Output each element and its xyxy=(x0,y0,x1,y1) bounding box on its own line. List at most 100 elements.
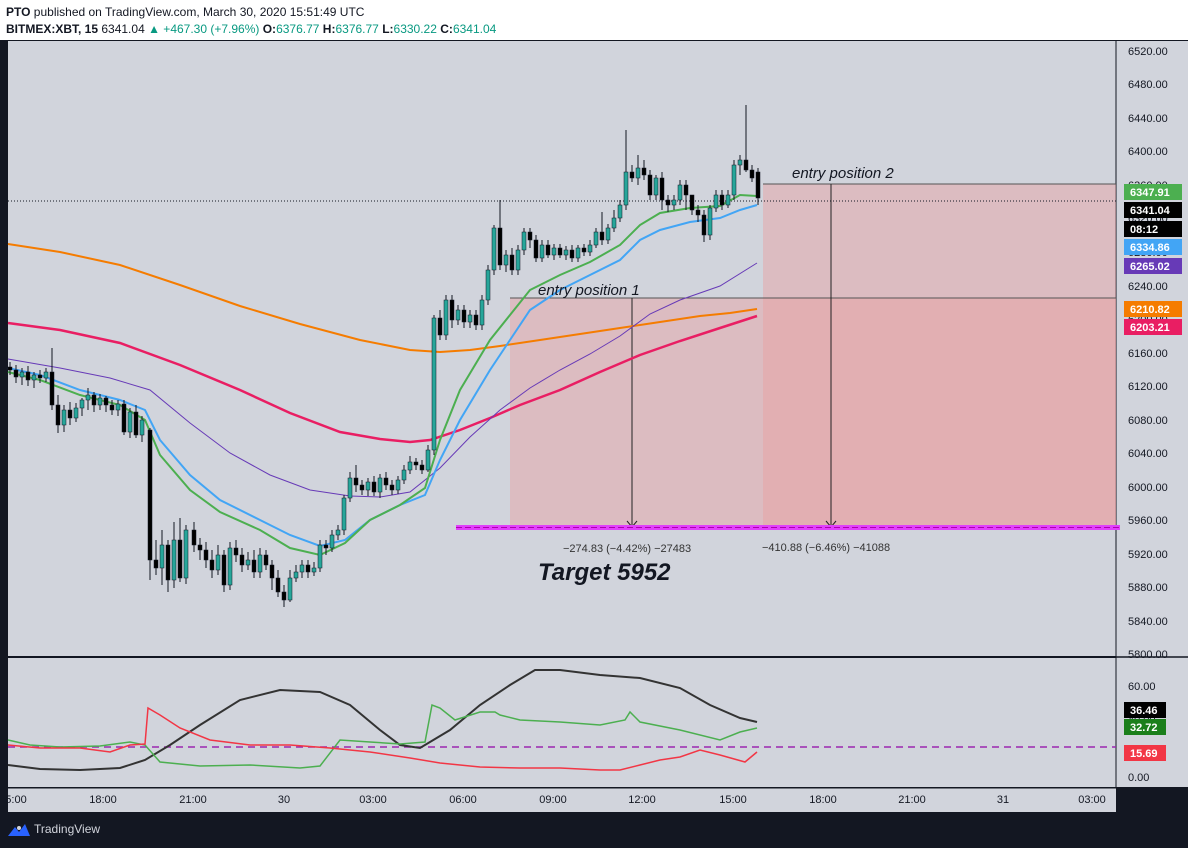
candle[interactable] xyxy=(269,560,275,590)
candle[interactable] xyxy=(605,224,611,244)
candle[interactable] xyxy=(473,310,479,330)
candle[interactable] xyxy=(171,522,177,588)
candle[interactable] xyxy=(419,460,425,474)
candle[interactable] xyxy=(689,194,695,215)
price-scale[interactable] xyxy=(1116,41,1188,787)
candle[interactable] xyxy=(425,445,431,472)
candle[interactable] xyxy=(665,195,671,212)
candle[interactable] xyxy=(287,570,293,602)
candle[interactable] xyxy=(61,405,67,432)
candle[interactable] xyxy=(635,155,641,185)
candle[interactable] xyxy=(73,403,79,422)
candle[interactable] xyxy=(539,240,545,262)
candle[interactable] xyxy=(183,525,189,584)
candle[interactable] xyxy=(233,540,239,562)
candle[interactable] xyxy=(91,392,97,412)
candle[interactable] xyxy=(335,525,341,540)
candle[interactable] xyxy=(67,402,73,425)
candlestick-series[interactable] xyxy=(7,105,761,607)
short-position-2-zone[interactable] xyxy=(763,184,1116,528)
candle[interactable] xyxy=(31,372,37,388)
candle[interactable] xyxy=(209,550,215,578)
candle[interactable] xyxy=(109,400,115,415)
candle[interactable] xyxy=(551,244,557,260)
candle[interactable] xyxy=(383,472,389,490)
candle[interactable] xyxy=(671,195,677,210)
candle[interactable] xyxy=(115,400,121,416)
candle[interactable] xyxy=(251,550,257,578)
candle[interactable] xyxy=(713,190,719,212)
candle[interactable] xyxy=(377,474,383,498)
candle[interactable] xyxy=(239,548,245,572)
ema-red[interactable] xyxy=(7,314,758,444)
ema-purple[interactable] xyxy=(7,262,758,498)
candle[interactable] xyxy=(563,246,569,260)
candle[interactable] xyxy=(515,245,521,275)
candle[interactable] xyxy=(737,155,743,175)
candle[interactable] xyxy=(413,458,419,470)
candle[interactable] xyxy=(329,530,335,552)
candle[interactable] xyxy=(85,388,91,410)
target-line[interactable] xyxy=(456,525,1120,530)
candle[interactable] xyxy=(133,405,139,438)
candle[interactable] xyxy=(581,244,587,256)
ema-blue[interactable] xyxy=(7,204,758,548)
candle[interactable] xyxy=(647,170,653,200)
candle[interactable] xyxy=(725,190,731,208)
candle[interactable] xyxy=(683,180,689,210)
candle[interactable] xyxy=(449,295,455,328)
candle[interactable] xyxy=(227,542,233,590)
candle[interactable] xyxy=(485,265,491,305)
candle[interactable] xyxy=(79,398,85,416)
candle[interactable] xyxy=(49,348,55,410)
candle[interactable] xyxy=(503,250,509,272)
candle[interactable] xyxy=(139,416,145,442)
candle[interactable] xyxy=(25,366,31,386)
candle[interactable] xyxy=(479,295,485,330)
candle[interactable] xyxy=(359,480,365,495)
candle[interactable] xyxy=(437,310,443,340)
candle[interactable] xyxy=(629,165,635,182)
candle[interactable] xyxy=(257,548,263,578)
candle[interactable] xyxy=(701,210,707,242)
candle[interactable] xyxy=(365,478,371,496)
oscillator-dark-line[interactable] xyxy=(7,669,758,772)
candle[interactable] xyxy=(545,240,551,258)
candle[interactable] xyxy=(755,168,761,205)
candle[interactable] xyxy=(311,562,317,576)
candle[interactable] xyxy=(323,540,329,555)
candle[interactable] xyxy=(281,585,287,607)
candle[interactable] xyxy=(407,456,413,474)
candle[interactable] xyxy=(55,395,61,433)
candle[interactable] xyxy=(527,228,533,248)
tradingview-logo-icon[interactable] xyxy=(8,822,30,838)
candle[interactable] xyxy=(731,160,737,200)
candle[interactable] xyxy=(521,228,527,255)
candle[interactable] xyxy=(653,175,659,200)
candle[interactable] xyxy=(159,530,165,585)
candle[interactable] xyxy=(177,518,183,582)
price-pane[interactable] xyxy=(8,41,1116,656)
candle[interactable] xyxy=(19,368,25,385)
candle[interactable] xyxy=(127,408,133,438)
candle[interactable] xyxy=(611,210,617,232)
candle[interactable] xyxy=(317,540,323,572)
candle[interactable] xyxy=(467,310,473,328)
candle[interactable] xyxy=(497,200,503,270)
candle[interactable] xyxy=(263,550,269,570)
candle[interactable] xyxy=(623,130,629,210)
candle[interactable] xyxy=(569,245,575,262)
candle[interactable] xyxy=(533,235,539,262)
candle[interactable] xyxy=(491,225,497,275)
publisher-name[interactable]: PTO xyxy=(6,5,31,19)
candle[interactable] xyxy=(165,540,171,592)
candle[interactable] xyxy=(389,480,395,495)
candle[interactable] xyxy=(707,205,713,240)
candle[interactable] xyxy=(509,248,515,275)
ema-green[interactable] xyxy=(7,193,758,557)
candle[interactable] xyxy=(275,570,281,597)
candle[interactable] xyxy=(37,370,43,383)
candle[interactable] xyxy=(575,245,581,262)
candle[interactable] xyxy=(13,365,19,383)
candle[interactable] xyxy=(455,305,461,325)
